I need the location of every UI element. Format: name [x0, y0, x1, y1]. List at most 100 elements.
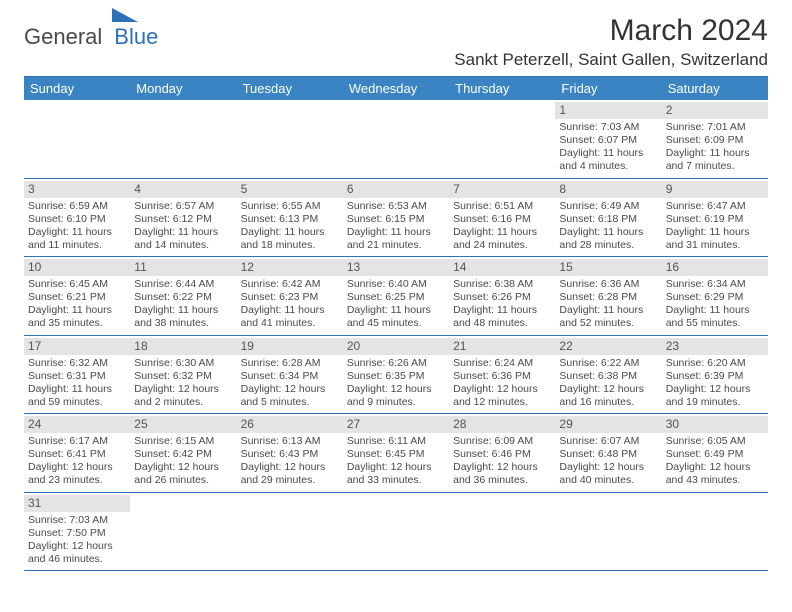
sunrise-text: Sunrise: 6:30 AM: [134, 357, 232, 370]
sunrise-text: Sunrise: 6:26 AM: [347, 357, 445, 370]
day-cell: 9Sunrise: 6:47 AMSunset: 6:19 PMDaylight…: [662, 179, 768, 257]
daylight-text: Daylight: 11 hours and 14 minutes.: [134, 226, 232, 252]
day-number: 16: [662, 259, 768, 276]
week-row: 10Sunrise: 6:45 AMSunset: 6:21 PMDayligh…: [24, 257, 768, 336]
week-row: 24Sunrise: 6:17 AMSunset: 6:41 PMDayligh…: [24, 414, 768, 493]
daylight-text: Daylight: 11 hours and 24 minutes.: [453, 226, 551, 252]
day-cell: [449, 100, 555, 178]
day-number: 27: [343, 416, 449, 433]
sunrise-text: Sunrise: 6:45 AM: [28, 278, 126, 291]
sunset-text: Sunset: 6:43 PM: [241, 448, 339, 461]
sunrise-text: Sunrise: 6:13 AM: [241, 435, 339, 448]
day-cell: 24Sunrise: 6:17 AMSunset: 6:41 PMDayligh…: [24, 414, 130, 492]
day-number: 20: [343, 338, 449, 355]
sunset-text: Sunset: 6:34 PM: [241, 370, 339, 383]
sunrise-text: Sunrise: 6:36 AM: [559, 278, 657, 291]
sunset-text: Sunset: 6:32 PM: [134, 370, 232, 383]
day-cell: [237, 100, 343, 178]
sunset-text: Sunset: 6:10 PM: [28, 213, 126, 226]
sunrise-text: Sunrise: 6:34 AM: [666, 278, 764, 291]
day-number: 9: [662, 181, 768, 198]
day-header: Wednesday: [343, 77, 449, 100]
day-cell: 30Sunrise: 6:05 AMSunset: 6:49 PMDayligh…: [662, 414, 768, 492]
daylight-text: Daylight: 12 hours and 5 minutes.: [241, 383, 339, 409]
daylight-text: Daylight: 11 hours and 4 minutes.: [559, 147, 657, 173]
daylight-text: Daylight: 11 hours and 7 minutes.: [666, 147, 764, 173]
daylight-text: Daylight: 12 hours and 16 minutes.: [559, 383, 657, 409]
day-number: [24, 102, 130, 119]
day-cell: 17Sunrise: 6:32 AMSunset: 6:31 PMDayligh…: [24, 336, 130, 414]
week-row: 3Sunrise: 6:59 AMSunset: 6:10 PMDaylight…: [24, 179, 768, 258]
day-number: 30: [662, 416, 768, 433]
daylight-text: Daylight: 12 hours and 23 minutes.: [28, 461, 126, 487]
sunset-text: Sunset: 6:36 PM: [453, 370, 551, 383]
day-number: [237, 102, 343, 119]
sunset-text: Sunset: 6:39 PM: [666, 370, 764, 383]
week-row: 31Sunrise: 7:03 AMSunset: 7:50 PMDayligh…: [24, 493, 768, 572]
daylight-text: Daylight: 11 hours and 35 minutes.: [28, 304, 126, 330]
daylight-text: Daylight: 12 hours and 46 minutes.: [28, 540, 126, 566]
daylight-text: Daylight: 11 hours and 11 minutes.: [28, 226, 126, 252]
day-cell: 6Sunrise: 6:53 AMSunset: 6:15 PMDaylight…: [343, 179, 449, 257]
sunrise-text: Sunrise: 6:09 AM: [453, 435, 551, 448]
sunrise-text: Sunrise: 6:17 AM: [28, 435, 126, 448]
daylight-text: Daylight: 11 hours and 45 minutes.: [347, 304, 445, 330]
day-cell: 10Sunrise: 6:45 AMSunset: 6:21 PMDayligh…: [24, 257, 130, 335]
daylight-text: Daylight: 12 hours and 29 minutes.: [241, 461, 339, 487]
day-number: 29: [555, 416, 661, 433]
sunrise-text: Sunrise: 6:40 AM: [347, 278, 445, 291]
sunset-text: Sunset: 6:28 PM: [559, 291, 657, 304]
day-cell: 3Sunrise: 6:59 AMSunset: 6:10 PMDaylight…: [24, 179, 130, 257]
day-number: [130, 495, 236, 512]
day-number: 25: [130, 416, 236, 433]
sunset-text: Sunset: 6:49 PM: [666, 448, 764, 461]
day-header: Thursday: [449, 77, 555, 100]
day-cell: 16Sunrise: 6:34 AMSunset: 6:29 PMDayligh…: [662, 257, 768, 335]
day-number: 15: [555, 259, 661, 276]
day-number: [662, 495, 768, 512]
week-row: 17Sunrise: 6:32 AMSunset: 6:31 PMDayligh…: [24, 336, 768, 415]
sunrise-text: Sunrise: 6:57 AM: [134, 200, 232, 213]
day-number: 28: [449, 416, 555, 433]
day-number: 31: [24, 495, 130, 512]
day-cell: 11Sunrise: 6:44 AMSunset: 6:22 PMDayligh…: [130, 257, 236, 335]
sunset-text: Sunset: 6:23 PM: [241, 291, 339, 304]
sunset-text: Sunset: 6:41 PM: [28, 448, 126, 461]
sunrise-text: Sunrise: 6:49 AM: [559, 200, 657, 213]
sunrise-text: Sunrise: 6:28 AM: [241, 357, 339, 370]
sunset-text: Sunset: 6:29 PM: [666, 291, 764, 304]
header: General Blue March 2024 Sankt Peterzell,…: [24, 14, 768, 70]
sunrise-text: Sunrise: 6:53 AM: [347, 200, 445, 213]
day-cell: 19Sunrise: 6:28 AMSunset: 6:34 PMDayligh…: [237, 336, 343, 414]
sail-icon: [112, 8, 138, 22]
daylight-text: Daylight: 11 hours and 59 minutes.: [28, 383, 126, 409]
sunrise-text: Sunrise: 6:22 AM: [559, 357, 657, 370]
day-number: [130, 102, 236, 119]
daylight-text: Daylight: 12 hours and 40 minutes.: [559, 461, 657, 487]
day-cell: [237, 493, 343, 571]
day-number: [237, 495, 343, 512]
sunrise-text: Sunrise: 6:44 AM: [134, 278, 232, 291]
day-cell: 5Sunrise: 6:55 AMSunset: 6:13 PMDaylight…: [237, 179, 343, 257]
day-cell: [130, 493, 236, 571]
day-cell: 14Sunrise: 6:38 AMSunset: 6:26 PMDayligh…: [449, 257, 555, 335]
day-cell: 13Sunrise: 6:40 AMSunset: 6:25 PMDayligh…: [343, 257, 449, 335]
day-cell: 21Sunrise: 6:24 AMSunset: 6:36 PMDayligh…: [449, 336, 555, 414]
day-number: [555, 495, 661, 512]
day-number: [449, 102, 555, 119]
sunrise-text: Sunrise: 7:03 AM: [28, 514, 126, 527]
day-cell: 31Sunrise: 7:03 AMSunset: 7:50 PMDayligh…: [24, 493, 130, 571]
title-block: March 2024 Sankt Peterzell, Saint Gallen…: [454, 14, 768, 70]
sunrise-text: Sunrise: 6:20 AM: [666, 357, 764, 370]
logo-text-general: General: [24, 24, 102, 50]
daylight-text: Daylight: 12 hours and 33 minutes.: [347, 461, 445, 487]
sunrise-text: Sunrise: 6:15 AM: [134, 435, 232, 448]
day-cell: [343, 100, 449, 178]
day-cell: [449, 493, 555, 571]
day-cell: 12Sunrise: 6:42 AMSunset: 6:23 PMDayligh…: [237, 257, 343, 335]
day-number: [343, 102, 449, 119]
day-number: 26: [237, 416, 343, 433]
day-cell: [130, 100, 236, 178]
sunset-text: Sunset: 6:16 PM: [453, 213, 551, 226]
daylight-text: Daylight: 12 hours and 9 minutes.: [347, 383, 445, 409]
